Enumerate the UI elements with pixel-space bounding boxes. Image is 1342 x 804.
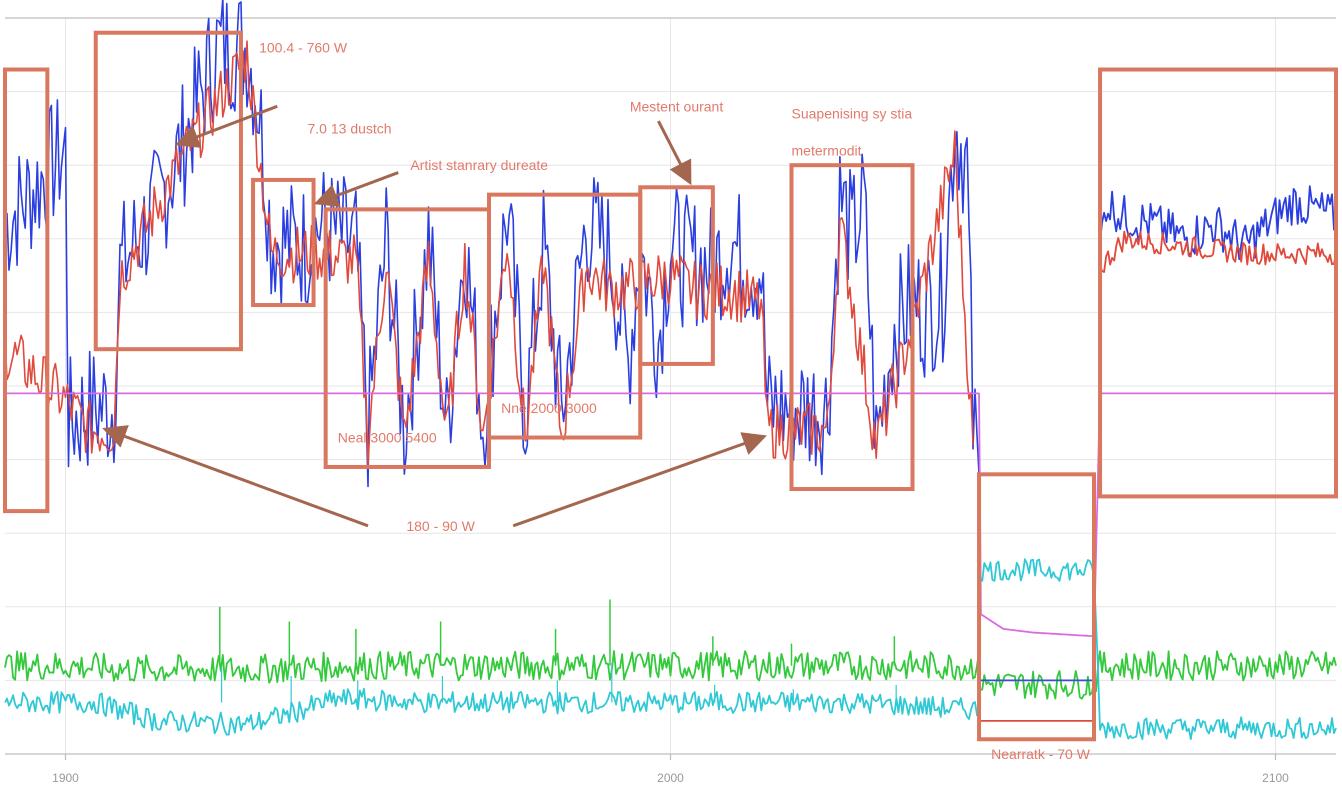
annotation-label: 180 - 90 W: [406, 518, 475, 534]
series-layer: [4, 0, 1337, 740]
annotation-box: [93, 30, 243, 352]
annotation-label: metermodit: [792, 142, 862, 158]
annotation-box: [638, 185, 715, 366]
annotation-label: 7.0 13 dustch: [308, 120, 392, 136]
annotation-label: Nearratk - 70 W: [991, 746, 1091, 762]
series-line-magenta: [5, 392, 1336, 638]
annotation-box: [251, 177, 316, 308]
annotation-label: Artist stanrary dureate: [410, 157, 548, 173]
annotation-boxes: [3, 30, 1339, 742]
annotation-label: Suapenising sy stia: [792, 106, 913, 122]
annotation-label: Nne 2000 3000: [501, 400, 597, 416]
x-tick-label: 1900: [52, 771, 79, 785]
x-tick-labels: 1900 2000 2100: [52, 754, 1289, 785]
annotation-box: [3, 67, 50, 514]
annotation-box: [789, 163, 915, 492]
annotation-label: Mestent ourant: [630, 98, 723, 114]
annotation-arrow: [174, 104, 278, 148]
series-line-red_late: [1099, 230, 1337, 273]
series-line-green: [4, 650, 1337, 700]
annotation-labels: 100.4 - 760 W 7.0 13 dustch Artist stanrar…: [259, 39, 1091, 762]
annotation-label: Neal 3000 5400: [338, 430, 437, 446]
annotation-arrow: [512, 432, 767, 528]
x-tick-label: 2000: [657, 771, 684, 785]
annotation-arrows: [102, 104, 767, 528]
annotation-box: [1098, 67, 1339, 499]
annotation-arrow: [313, 171, 399, 207]
annotation-box: [977, 472, 1096, 742]
series-line-cyan: [4, 558, 1337, 740]
annotation-label: 100.4 - 760 W: [259, 39, 348, 55]
annotation-arrow: [102, 425, 369, 528]
annotation-arrow: [657, 120, 692, 186]
x-tick-label: 2100: [1262, 771, 1289, 785]
